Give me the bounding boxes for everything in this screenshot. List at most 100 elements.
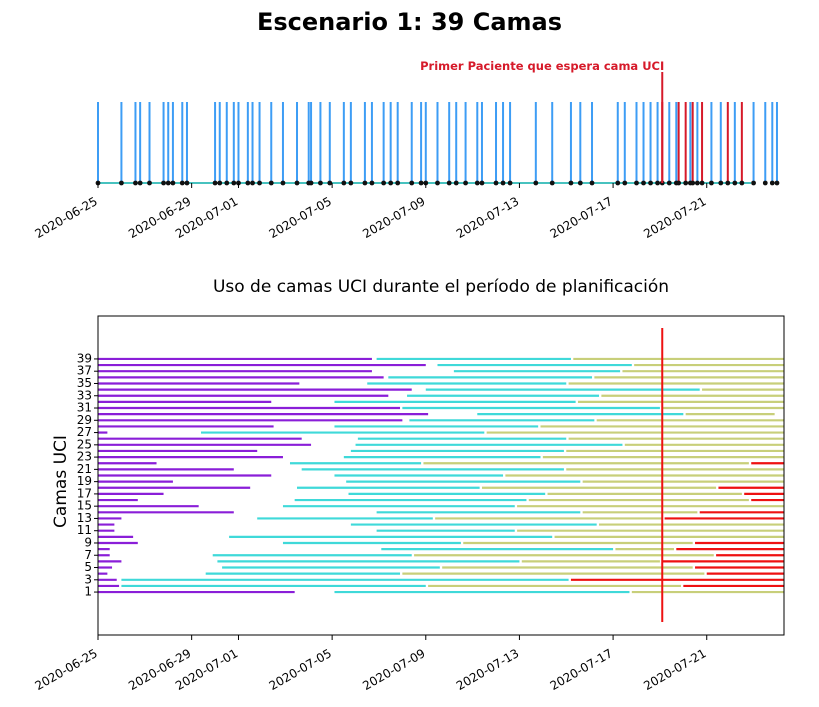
arrival-event-marker <box>589 180 595 186</box>
waiting-event-marker <box>690 180 696 186</box>
arrival-event-marker <box>751 180 756 186</box>
waiting-event-marker <box>676 180 682 186</box>
arrival-event-marker <box>327 180 333 186</box>
arrival-event-marker <box>268 180 274 186</box>
gantt-x-tick-label: 2020-06-25 <box>32 646 99 693</box>
y-tick-label: 15 <box>77 499 92 513</box>
arrival-event-marker <box>369 180 375 186</box>
timeline-x-tick-label: 2020-07-05 <box>267 194 334 241</box>
arrival-event-marker <box>732 180 738 186</box>
arrival-event-marker <box>769 180 775 186</box>
y-tick-label: 31 <box>77 401 92 415</box>
gantt-ylabel: Camas UCI <box>51 435 71 528</box>
arrival-event-marker <box>453 180 459 186</box>
arrival-event-marker <box>568 180 574 186</box>
arrival-event-marker <box>666 180 672 186</box>
y-tick-label: 3 <box>84 572 92 586</box>
arrival-event-marker <box>446 180 452 186</box>
y-tick-label: 17 <box>77 486 92 500</box>
arrival-event-marker <box>622 180 628 186</box>
y-tick-label: 11 <box>77 523 92 537</box>
figure-title: Escenario 1: 39 Camas <box>256 8 563 36</box>
y-tick-label: 21 <box>77 462 92 476</box>
arrival-event-marker <box>245 180 251 186</box>
arrival-event-marker <box>409 180 415 186</box>
arrival-event-marker <box>147 180 152 186</box>
arrival-event-marker <box>533 180 539 186</box>
y-tick-label: 27 <box>77 425 92 439</box>
timeline-x-tick-label: 2020-06-25 <box>32 194 99 241</box>
timeline-x-tick-label: 2020-07-21 <box>641 194 708 241</box>
y-tick-label: 23 <box>77 450 92 464</box>
y-tick-label: 35 <box>77 376 92 390</box>
arrival-event-marker <box>395 180 401 186</box>
gantt-frame <box>97 315 785 636</box>
first-wait-annotation: Primer Paciente que espera cama UCI <box>420 59 664 73</box>
arrival-event-marker <box>341 180 347 186</box>
y-tick-label: 37 <box>77 364 92 378</box>
arrival-event-marker <box>435 180 440 186</box>
y-tick-label: 25 <box>77 437 92 451</box>
y-tick-label: 29 <box>77 413 92 427</box>
y-tick-label: 13 <box>77 511 92 525</box>
arrival-event-marker <box>133 180 138 186</box>
gantt-title: Uso de camas UCI durante el período de p… <box>213 277 669 297</box>
arrival-event-marker <box>170 180 176 186</box>
gantt-x-tick-label: 2020-07-17 <box>548 646 615 693</box>
arrival-event-marker <box>318 180 323 186</box>
arrival-event-marker <box>348 180 354 186</box>
arrival-event-marker <box>217 180 223 186</box>
arrival-event-marker <box>294 180 300 186</box>
arrival-event-marker <box>179 180 185 186</box>
arrival-event-marker <box>388 180 394 186</box>
arrival-event-marker <box>119 180 124 186</box>
arrival-event-marker <box>709 180 714 186</box>
arrival-event-marker <box>718 180 724 186</box>
arrival-event-marker <box>381 180 387 186</box>
arrival-event-marker <box>418 180 424 186</box>
gantt-x-tick-label: 2020-07-21 <box>641 646 708 693</box>
timeline-x-tick-label: 2020-07-17 <box>548 194 615 241</box>
gantt-x-tick-label: 2020-07-09 <box>360 646 427 693</box>
waiting-event-marker <box>683 180 689 186</box>
arrival-event-marker <box>648 180 653 186</box>
waiting-event-marker <box>699 180 705 186</box>
waiting-event-marker <box>739 180 745 186</box>
arrival-event-marker <box>257 180 262 186</box>
timeline-x-tick-label: 2020-07-09 <box>360 194 427 241</box>
arrival-event-marker <box>641 180 646 186</box>
arrival-event-marker <box>231 180 237 186</box>
arrival-event-marker <box>224 180 230 186</box>
y-tick-label: 7 <box>84 548 92 562</box>
y-tick-label: 5 <box>84 560 92 574</box>
arrival-event-marker <box>165 180 171 186</box>
arrival-event-marker <box>507 180 513 186</box>
arrival-event-marker <box>655 180 660 186</box>
arrival-event-marker <box>184 180 190 186</box>
arrival-event-marker <box>308 180 314 186</box>
gantt-x-tick-label: 2020-07-05 <box>267 646 334 693</box>
arrival-event-marker <box>500 180 506 186</box>
waiting-event-marker <box>725 180 731 186</box>
timeline-x-tick-label: 2020-07-13 <box>454 194 521 241</box>
arrival-event-marker <box>463 180 468 186</box>
arrival-event-marker <box>479 180 485 186</box>
arrival-event-marker <box>549 180 555 186</box>
arrival-event-marker <box>280 180 286 186</box>
arrival-event-marker <box>774 180 780 186</box>
arrival-event-marker <box>577 180 583 186</box>
y-tick-label: 33 <box>77 388 92 402</box>
arrival-event-marker <box>762 180 768 186</box>
arrival-event-marker <box>161 180 166 186</box>
arrival-event-marker <box>474 180 480 186</box>
arrival-event-marker <box>634 180 639 186</box>
arrival-event-marker <box>137 180 143 186</box>
arrival-event-marker <box>493 180 499 186</box>
arrival-event-marker <box>694 180 700 186</box>
gantt-x-tick-label: 2020-07-13 <box>454 646 521 693</box>
y-tick-label: 9 <box>84 535 92 549</box>
arrival-event-marker <box>615 180 621 186</box>
arrival-event-marker <box>212 180 218 186</box>
y-tick-label: 19 <box>77 474 92 488</box>
